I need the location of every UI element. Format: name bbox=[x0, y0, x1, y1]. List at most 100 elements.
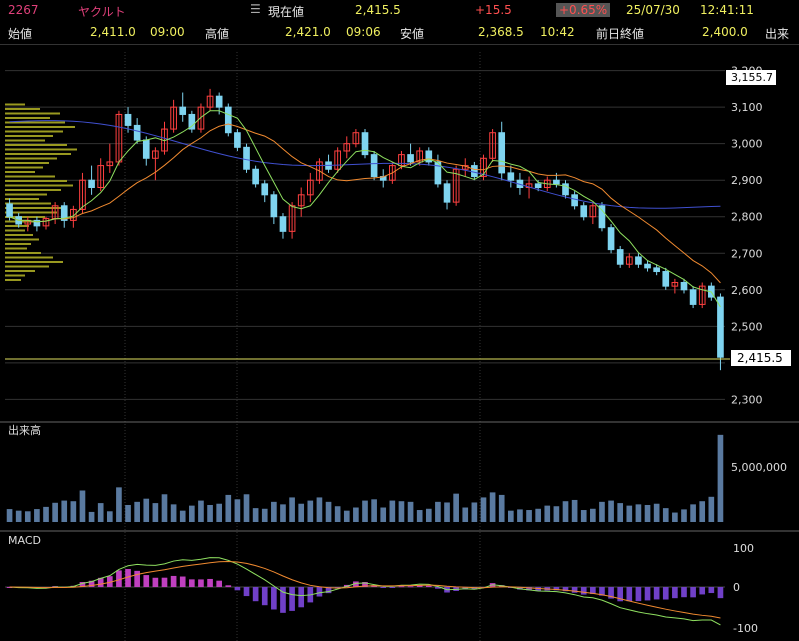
volume-bar bbox=[97, 503, 104, 522]
macd-bar bbox=[626, 587, 633, 602]
volume-bar bbox=[398, 501, 405, 522]
volume-profile-bar bbox=[5, 242, 31, 245]
volume-bar bbox=[243, 494, 250, 522]
volume-bar bbox=[590, 508, 596, 522]
candle-body bbox=[625, 256, 633, 265]
macd-bar bbox=[562, 587, 569, 592]
volume-profile-bar bbox=[5, 103, 25, 106]
macd-bar bbox=[243, 587, 250, 597]
volume-profile-bar bbox=[5, 211, 57, 214]
volume-profile-bar bbox=[5, 130, 63, 133]
volume-profile-bar bbox=[5, 148, 77, 151]
volume-bar bbox=[653, 503, 660, 522]
volume-bar bbox=[553, 506, 560, 522]
macd-tick-0: 0 bbox=[733, 581, 740, 594]
high-marker-box bbox=[726, 70, 776, 85]
price-tick: 2,300 bbox=[731, 393, 763, 406]
volume-bar bbox=[34, 509, 40, 522]
candle-body bbox=[389, 165, 396, 181]
volume-bar bbox=[189, 505, 195, 522]
volume-bar bbox=[15, 510, 22, 522]
volume-bar bbox=[307, 500, 314, 522]
volume-bar bbox=[562, 501, 569, 522]
volume-bar bbox=[271, 501, 277, 522]
volume-profile-bar bbox=[5, 224, 29, 227]
volume-bar bbox=[79, 490, 86, 522]
macd-bar bbox=[79, 582, 86, 587]
volume-bar bbox=[70, 501, 77, 522]
volume-profile-bar bbox=[5, 215, 45, 218]
prev-close-label: 前日終値 bbox=[596, 27, 645, 41]
candle-body bbox=[361, 132, 369, 156]
current-marker-box bbox=[731, 350, 791, 366]
candle-body bbox=[398, 154, 405, 167]
volume-profile-bar bbox=[5, 265, 49, 268]
candle-body bbox=[598, 205, 606, 229]
ma-long-line bbox=[9, 120, 721, 209]
candle-body bbox=[489, 132, 496, 159]
volume-profile-bar bbox=[5, 197, 39, 200]
moving-averages bbox=[9, 110, 721, 308]
candle-body bbox=[79, 179, 86, 210]
candle-body bbox=[133, 124, 141, 141]
volume-profile-bar bbox=[5, 278, 21, 281]
macd-bar bbox=[298, 587, 305, 608]
candle-body bbox=[60, 205, 68, 221]
volume-bar bbox=[462, 507, 469, 522]
candle-body bbox=[334, 150, 341, 170]
candlesticks bbox=[6, 88, 724, 371]
candle-body bbox=[698, 285, 706, 305]
price-tick: 2,600 bbox=[731, 284, 763, 297]
candle-body bbox=[343, 143, 351, 152]
volume-bar bbox=[571, 499, 578, 522]
macd-bar bbox=[599, 587, 605, 596]
volume-bar bbox=[453, 493, 459, 522]
document-icon: ☰ bbox=[250, 2, 261, 16]
candle-body bbox=[179, 106, 187, 115]
volume-bars bbox=[6, 434, 724, 522]
candle-body bbox=[452, 168, 460, 203]
volume-bar bbox=[517, 509, 523, 522]
macd-bar bbox=[416, 585, 423, 587]
volume-bar bbox=[371, 499, 377, 522]
candle-body bbox=[197, 106, 205, 130]
volume-bar bbox=[681, 509, 687, 522]
open-value: 2,411.0 bbox=[90, 25, 136, 39]
volume-bar bbox=[699, 501, 706, 522]
macd-bar bbox=[170, 575, 177, 587]
volume-profile-bar bbox=[5, 256, 53, 259]
open-label: 始値 bbox=[8, 27, 33, 41]
macd-bar bbox=[644, 587, 651, 601]
macd-line bbox=[9, 557, 721, 626]
candle-body bbox=[607, 227, 615, 251]
macd-bar bbox=[152, 577, 159, 587]
quote-date: 25/07/30 bbox=[626, 3, 680, 17]
volume-bar bbox=[672, 512, 678, 522]
volume-bar bbox=[298, 503, 305, 522]
volume-bar bbox=[52, 502, 58, 522]
stock-chart[interactable]: 3,2003,1003,0002,9002,8002,7002,6002,500… bbox=[0, 44, 799, 641]
candle-body bbox=[507, 172, 515, 181]
macd-bar bbox=[681, 587, 687, 598]
macd-bar bbox=[662, 587, 669, 600]
volume-bar bbox=[24, 511, 31, 522]
volume-bar bbox=[343, 510, 350, 522]
macd-bar bbox=[672, 587, 678, 599]
volume-bar bbox=[325, 501, 332, 522]
volume-bar bbox=[435, 501, 441, 522]
volume-bar bbox=[444, 502, 450, 522]
candle-body bbox=[571, 194, 578, 207]
candle-body bbox=[42, 218, 50, 227]
volume-bar bbox=[334, 506, 341, 522]
candle-body bbox=[689, 289, 697, 305]
volume-bar bbox=[61, 500, 68, 522]
volume-bar bbox=[6, 509, 13, 522]
volume-bar bbox=[480, 497, 487, 522]
stock-name: ヤクルト bbox=[78, 5, 126, 19]
volume-bar bbox=[498, 494, 505, 522]
current-price-label: 現在値 bbox=[268, 5, 305, 19]
volume-profile-bar bbox=[5, 152, 71, 155]
macd-bar bbox=[216, 580, 223, 587]
volume-bar bbox=[252, 508, 259, 522]
candle-body bbox=[88, 179, 95, 189]
